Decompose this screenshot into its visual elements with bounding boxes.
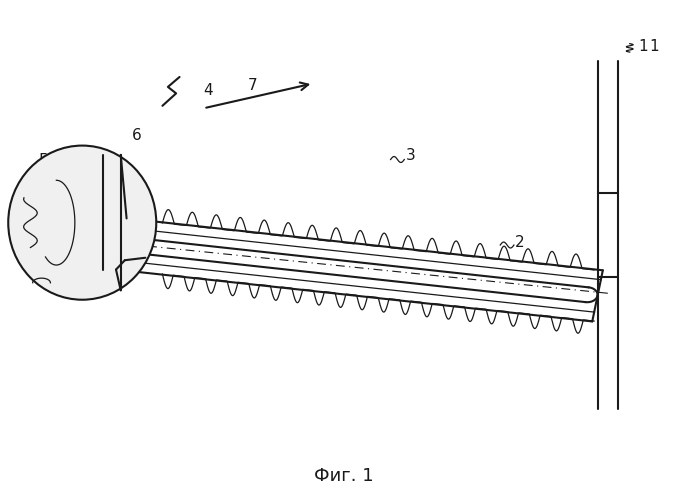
Text: 2: 2 — [515, 235, 525, 250]
Text: 1: 1 — [649, 38, 658, 54]
Text: 4: 4 — [204, 84, 213, 98]
Text: 7: 7 — [248, 78, 258, 94]
Text: 5: 5 — [39, 153, 49, 168]
Text: 1: 1 — [638, 38, 648, 54]
Text: Фиг. 1: Фиг. 1 — [314, 467, 374, 485]
Ellipse shape — [8, 146, 156, 300]
Text: 3: 3 — [406, 148, 416, 163]
Text: 6: 6 — [131, 128, 141, 143]
